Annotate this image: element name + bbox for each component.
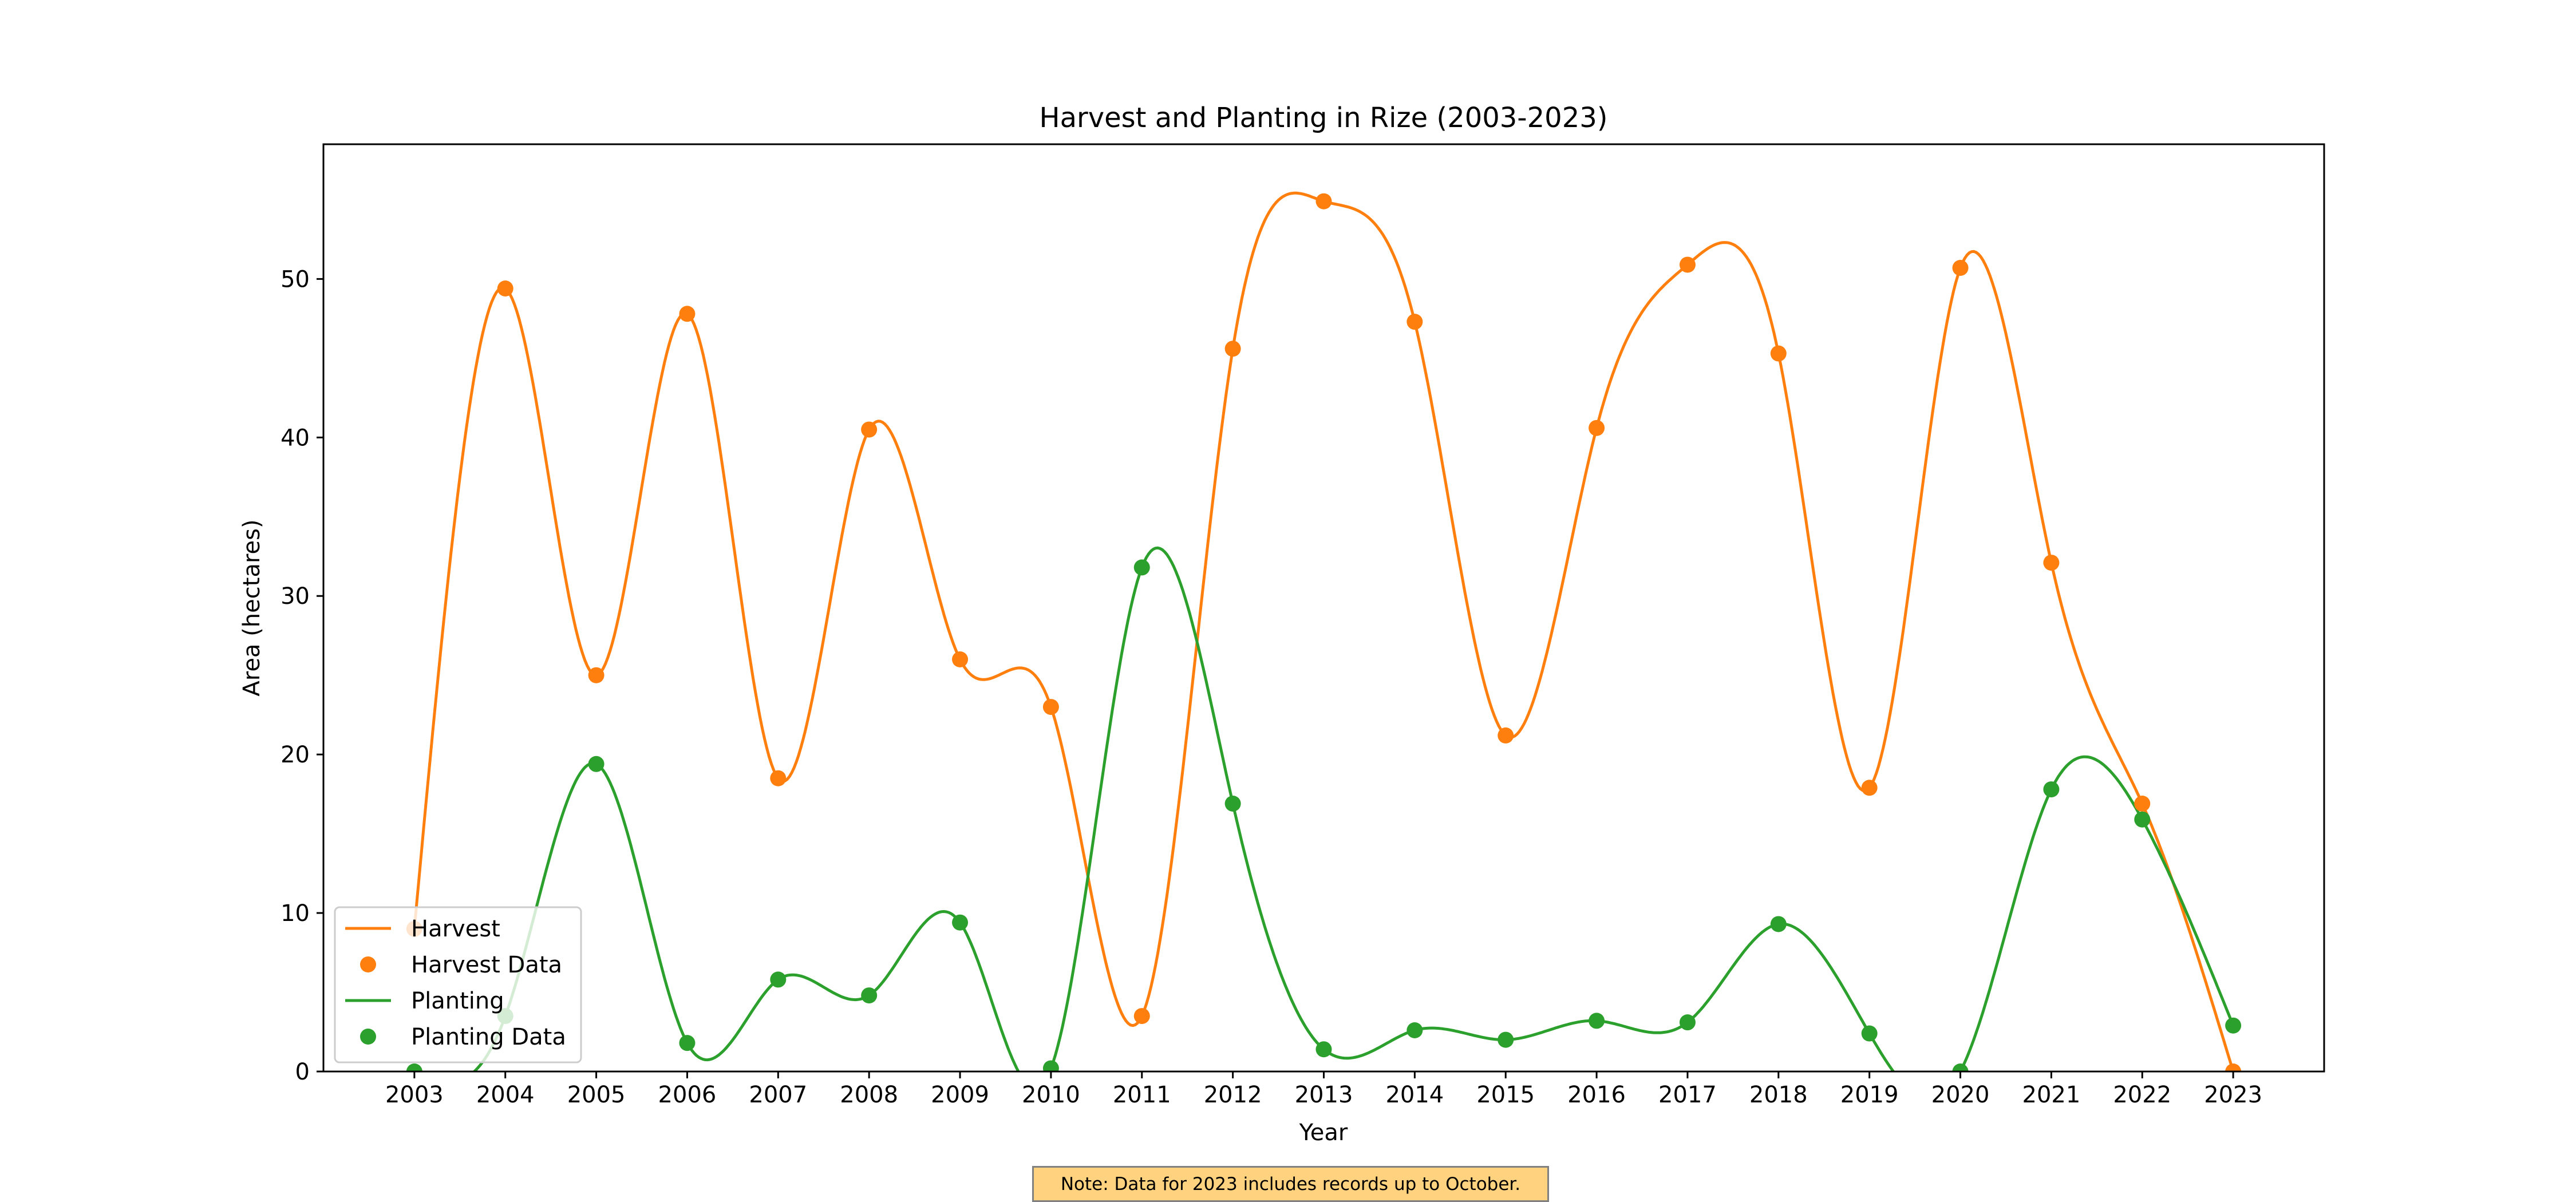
harvest-data-point	[1498, 727, 1514, 744]
x-tick-label: 2005	[567, 1082, 626, 1108]
harvest-data-point	[1042, 699, 1059, 715]
planting-data-point	[2225, 1017, 2242, 1034]
harvest-data-point	[770, 770, 787, 786]
planting-data-point	[952, 914, 969, 931]
x-tick-label: 2023	[2204, 1082, 2262, 1108]
x-tick-label: 2020	[1931, 1082, 1990, 1108]
planting-data-point	[770, 971, 787, 988]
planting-data-point	[1133, 559, 1150, 576]
harvest-data-point	[679, 306, 696, 322]
harvest-data-point	[1589, 420, 1605, 436]
x-tick-label: 2012	[1204, 1082, 1262, 1108]
legend-label-planting-data: Planting Data	[411, 1024, 566, 1050]
harvest-data-point	[1770, 345, 1787, 362]
y-tick-label: 30	[280, 583, 310, 610]
x-tick-label: 2015	[1476, 1082, 1535, 1108]
harvest-data-point	[1406, 314, 1423, 330]
planting-data-point	[2043, 781, 2060, 798]
y-tick-label: 50	[280, 266, 310, 292]
planting-data-point	[1315, 1041, 1332, 1058]
chart-title: Harvest and Planting in Rize (2003-2023)	[1039, 102, 1607, 134]
harvest-data-point	[1224, 341, 1241, 357]
y-tick-label: 20	[280, 742, 310, 768]
planting-data-point	[1406, 1022, 1423, 1038]
legend: Harvest Harvest Data Planting Planting D…	[334, 906, 582, 1063]
planting-data-point	[1952, 1063, 1969, 1071]
planting-data-point	[1498, 1031, 1514, 1048]
harvest-line	[413, 191, 2235, 1071]
legend-marker-harvest-data	[360, 956, 376, 972]
y-tick-label: 0	[295, 1059, 310, 1085]
planting-data-point	[1224, 796, 1241, 812]
legend-marker-planting-data	[360, 1029, 376, 1045]
harvest-data-point	[952, 651, 969, 667]
x-tick-label: 2006	[658, 1082, 717, 1108]
planting-data-point	[861, 987, 878, 1004]
harvest-data-point	[1861, 780, 1878, 796]
x-tick-label: 2003	[385, 1082, 444, 1108]
planting-data-point	[1679, 1014, 1696, 1031]
planting-data-point	[1770, 916, 1787, 932]
y-axis-label: Area (hectares)	[239, 519, 265, 696]
legend-label-harvest-data: Harvest Data	[411, 952, 562, 978]
legend-frame	[334, 906, 582, 1063]
harvest-data-point	[1133, 1008, 1150, 1025]
x-tick-label: 2011	[1113, 1082, 1171, 1108]
y-tick-label: 40	[280, 425, 310, 451]
note-box: Note: Data for 2023 includes records up …	[1032, 1166, 1549, 1202]
planting-line	[414, 546, 2235, 1071]
plot-frame	[322, 143, 2325, 1073]
x-axis-label: Year	[1299, 1120, 1348, 1146]
harvest-data-point	[861, 421, 878, 438]
x-tick-label: 2009	[931, 1082, 989, 1108]
x-tick-label: 2007	[749, 1082, 807, 1108]
planting-data-point	[1042, 1060, 1059, 1071]
harvest-data-point	[2043, 555, 2060, 571]
harvest-data-point	[497, 280, 513, 296]
legend-label-planting: Planting	[411, 988, 504, 1014]
harvest-data-point	[588, 667, 605, 683]
y-tick-label: 10	[280, 900, 310, 927]
planting-data-point	[2134, 811, 2151, 828]
x-tick-label: 2010	[1022, 1082, 1080, 1108]
note-text: Note: Data for 2023 includes records up …	[1060, 1173, 1521, 1195]
planting-data-point	[679, 1035, 696, 1051]
x-tick-label: 2018	[1749, 1082, 1808, 1108]
x-tick-label: 2013	[1295, 1082, 1353, 1108]
legend-label-harvest: Harvest	[411, 916, 500, 942]
x-tick-label: 2008	[840, 1082, 898, 1108]
planting-data-point	[1589, 1013, 1605, 1029]
harvest-data-point	[1679, 256, 1696, 273]
planting-data-point	[406, 1063, 422, 1071]
x-tick-label: 2019	[1840, 1082, 1899, 1108]
harvest-data-point	[2134, 796, 2151, 812]
x-tick-label: 2022	[2113, 1082, 2171, 1108]
x-tick-label: 2014	[1385, 1082, 1444, 1108]
harvest-data-point	[1315, 193, 1332, 209]
harvest-data-point	[2225, 1063, 2242, 1071]
x-tick-label: 2016	[1567, 1082, 1626, 1108]
x-tick-label: 2004	[476, 1082, 535, 1108]
x-tick-label: 2021	[2022, 1082, 2081, 1108]
planting-data-point	[1861, 1025, 1878, 1042]
x-tick-label: 2017	[1658, 1082, 1717, 1108]
harvest-data-point	[1952, 260, 1969, 276]
planting-data-point	[588, 756, 605, 772]
